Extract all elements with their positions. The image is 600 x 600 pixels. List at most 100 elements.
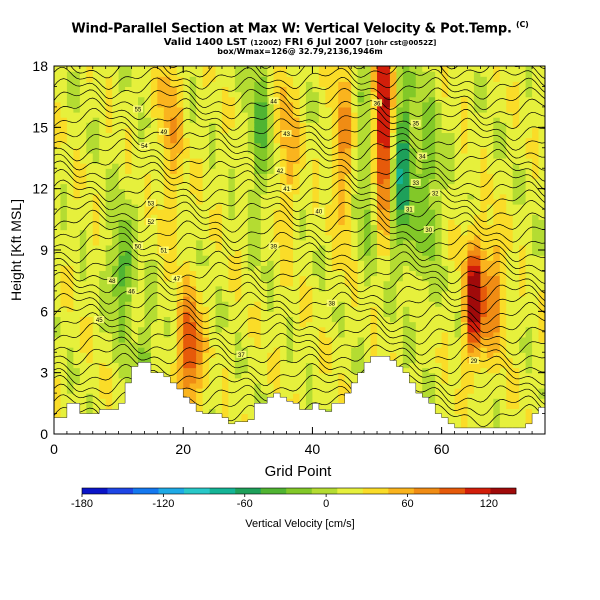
- velocity-cell: [202, 367, 210, 374]
- velocity-cell: [305, 367, 314, 374]
- velocity-cell: [377, 336, 385, 343]
- velocity-cell: [318, 163, 326, 169]
- velocity-cell: [92, 393, 100, 399]
- velocity-cell: [66, 234, 74, 241]
- velocity-cell: [286, 193, 294, 200]
- velocity-cell: [254, 168, 262, 174]
- velocity-cell: [486, 280, 494, 287]
- velocity-cell: [409, 296, 417, 302]
- velocity-cell: [286, 331, 294, 338]
- velocity-cell: [60, 96, 68, 103]
- velocity-cell: [125, 260, 133, 266]
- velocity-cell: [183, 183, 191, 190]
- velocity-cell: [461, 142, 469, 149]
- velocity-cell: [286, 86, 294, 93]
- velocity-cell: [351, 377, 359, 384]
- velocity-cell: [209, 311, 217, 318]
- velocity-cell: [325, 147, 333, 154]
- velocity-cell: [163, 147, 171, 154]
- velocity-cell: [267, 214, 275, 220]
- velocity-cell: [293, 152, 301, 159]
- velocity-cell: [493, 173, 501, 180]
- velocity-cell: [331, 214, 339, 220]
- velocity-cell: [286, 255, 294, 261]
- velocity-cell: [473, 342, 481, 348]
- velocity-cell: [454, 388, 462, 394]
- velocity-cell: [215, 280, 223, 287]
- velocity-cell: [448, 265, 456, 272]
- velocity-cell: [79, 275, 87, 282]
- velocity-cell: [131, 81, 139, 88]
- velocity-cell: [305, 398, 314, 404]
- velocity-cell: [422, 255, 430, 261]
- velocity-cell: [125, 244, 133, 251]
- velocity-cell: [125, 81, 133, 88]
- velocity-cell: [267, 112, 275, 118]
- velocity-cell: [493, 301, 501, 307]
- velocity-cell: [357, 306, 365, 312]
- velocity-cell: [422, 285, 430, 292]
- velocity-cell: [435, 112, 443, 118]
- velocity-cell: [241, 326, 249, 333]
- velocity-cell: [454, 219, 462, 226]
- velocity-cell: [254, 152, 262, 159]
- velocity-cell: [480, 260, 488, 266]
- velocity-cell: [176, 239, 184, 246]
- velocity-cell: [422, 86, 430, 93]
- velocity-cell: [189, 163, 197, 169]
- velocity-cell: [318, 342, 326, 348]
- velocity-cell: [441, 137, 449, 144]
- velocity-cell: [73, 290, 81, 297]
- velocity-cell: [448, 229, 456, 236]
- velocity-cell: [92, 239, 100, 246]
- velocity-cell: [280, 393, 288, 399]
- velocity-cell: [364, 250, 372, 256]
- velocity-cell: [112, 81, 120, 88]
- velocity-cell: [221, 71, 230, 77]
- velocity-cell: [273, 352, 281, 358]
- velocity-cell: [461, 377, 469, 384]
- velocity-cell: [125, 158, 133, 164]
- velocity-cell: [176, 352, 184, 358]
- velocity-cell: [183, 311, 191, 318]
- velocity-cell: [131, 275, 139, 282]
- velocity-cell: [60, 173, 68, 180]
- velocity-cell: [402, 127, 410, 134]
- velocity-cell: [409, 219, 417, 226]
- velocity-cell: [202, 398, 210, 404]
- velocity-cell: [79, 250, 87, 256]
- velocity-cell: [105, 96, 113, 103]
- velocity-cell: [112, 229, 120, 236]
- velocity-cell: [99, 168, 107, 174]
- velocity-cell: [377, 219, 385, 226]
- velocity-cell: [221, 413, 230, 420]
- velocity-cell: [144, 117, 152, 123]
- velocity-cell: [331, 352, 339, 358]
- velocity-cell: [402, 347, 410, 353]
- velocity-cell: [228, 183, 236, 190]
- velocity-cell: [137, 285, 146, 292]
- velocity-cell: [280, 193, 288, 200]
- velocity-cell: [99, 142, 107, 149]
- velocity-cell: [105, 362, 113, 369]
- velocity-cell: [428, 193, 436, 200]
- velocity-cell: [351, 224, 359, 231]
- velocity-cell: [448, 117, 456, 123]
- velocity-cell: [79, 86, 87, 93]
- velocity-cell: [209, 403, 217, 410]
- velocity-cell: [196, 326, 204, 333]
- velocity-cell: [150, 152, 158, 159]
- velocity-cell: [99, 76, 107, 82]
- velocity-cell: [364, 106, 372, 113]
- velocity-cell: [79, 163, 87, 169]
- velocity-cell: [260, 173, 268, 180]
- velocity-cell: [461, 352, 469, 358]
- velocity-cell: [473, 219, 481, 226]
- velocity-cell: [280, 214, 288, 220]
- velocity-cell: [241, 106, 249, 113]
- velocity-cell: [260, 331, 268, 338]
- velocity-cell: [402, 86, 410, 93]
- velocity-cell: [54, 209, 62, 215]
- velocity-cell: [209, 352, 217, 358]
- velocity-cell: [344, 296, 352, 302]
